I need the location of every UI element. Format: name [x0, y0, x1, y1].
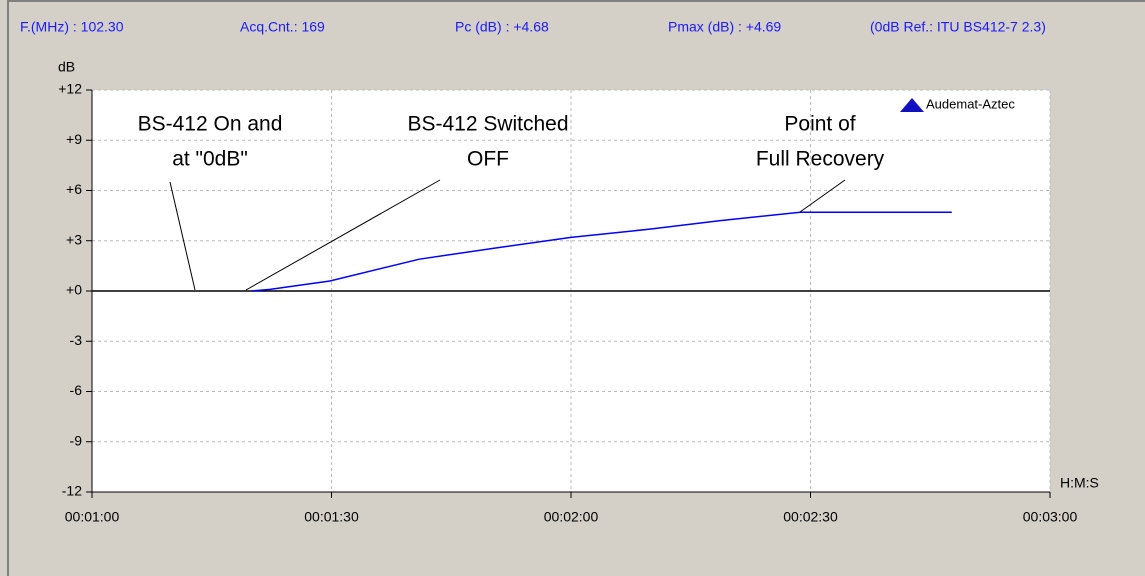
y-axis-label: dB: [58, 59, 75, 75]
annotation: OFF: [467, 148, 509, 171]
y-tick-label: -3: [70, 332, 83, 348]
logo: Audemat-Aztec: [926, 96, 1015, 111]
x-tick-label: 00:01:30: [304, 509, 359, 525]
annotation: at "0dB": [172, 148, 248, 171]
data-line: [251, 211, 952, 292]
logo-icon: [900, 98, 924, 112]
x-tick-label: 00:02:30: [783, 509, 838, 525]
y-tick-label: +6: [66, 181, 82, 197]
annotation: BS-412 Switched: [407, 113, 568, 136]
annotation-leader: [245, 179, 441, 291]
y-tick-label: -6: [70, 382, 83, 398]
y-tick-label: +9: [66, 131, 82, 147]
header-field: Pc (dB) : +4.68: [455, 19, 549, 35]
annotation-leader: [169, 181, 196, 291]
y-tick-label: +12: [58, 81, 82, 97]
annotation-leader: [799, 179, 846, 213]
x-tick-label: 00:02:00: [544, 509, 599, 525]
y-tick-label: +3: [66, 231, 82, 247]
x-tick-label: 00:03:00: [1023, 509, 1078, 525]
y-tick-label: -12: [62, 483, 82, 499]
header-field: Pmax (dB) : +4.69: [668, 19, 781, 35]
x-tick-label: 00:01:00: [65, 509, 120, 525]
y-tick-label: -9: [70, 432, 83, 448]
header-field: F.(MHz) : 102.30: [20, 19, 124, 35]
y-tick-label: +0: [66, 282, 82, 298]
annotation: Point of: [784, 113, 855, 136]
header-field: (0dB Ref.: ITU BS412-7 2.3): [870, 19, 1046, 35]
x-axis-label: H:M:S: [1060, 475, 1099, 491]
annotation: BS-412 On and: [138, 113, 283, 136]
annotation: Full Recovery: [756, 148, 885, 171]
header-field: Acq.Cnt.: 169: [240, 19, 325, 35]
